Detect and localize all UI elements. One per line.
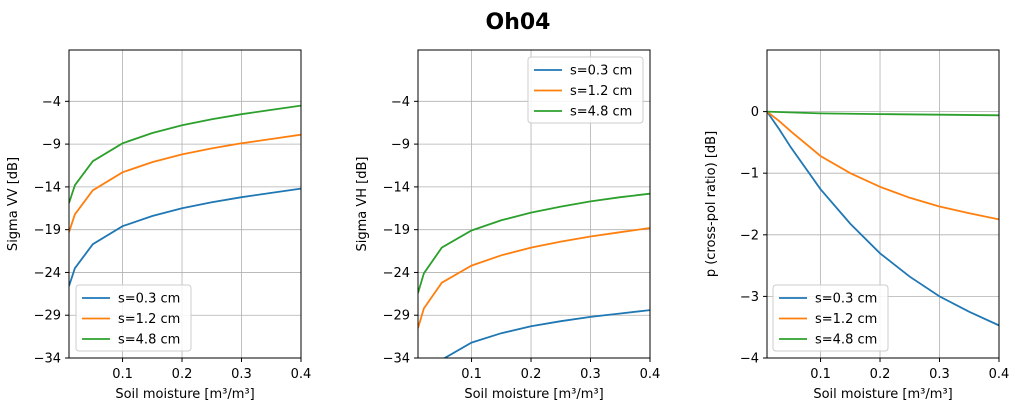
legend: s=0.3 cm s=1.2 cm s=4.8 cm <box>75 284 192 352</box>
series-line-2 <box>418 227 650 329</box>
y-tick-label: −4 <box>740 352 759 367</box>
figure-suptitle: Oh04 <box>486 10 551 35</box>
y-tick-label: −24 <box>34 266 61 281</box>
y-tick-label: −24 <box>383 266 410 281</box>
y-tick-label: −19 <box>383 223 410 238</box>
legend-entry-label: s=0.3 cm <box>570 64 632 79</box>
x-axis-label: Soil moisture [m³/m³] <box>115 387 254 402</box>
x-tick-label: 0.1 <box>461 367 482 382</box>
legend: s=0.3 cm s=1.2 cm s=4.8 cm <box>772 284 889 352</box>
y-tick-label: −1 <box>740 167 759 182</box>
y-tick-label: −14 <box>34 180 61 195</box>
series-line-2 <box>767 110 999 221</box>
x-tick-label: 0.3 <box>929 367 950 382</box>
y-tick-label: −29 <box>34 309 61 324</box>
legend-box <box>75 284 192 352</box>
legend-entry-label: s=4.8 cm <box>118 333 180 348</box>
y-tick-label: −3 <box>740 290 759 305</box>
y-axis-label: Sigma VV [dB] <box>6 157 21 251</box>
y-tick-label: −9 <box>42 138 61 153</box>
x-tick-label: 0.1 <box>112 367 133 382</box>
series-line-1 <box>69 187 301 287</box>
legend-entry-label: s=4.8 cm <box>570 105 632 120</box>
y-axis-label: Sigma VH [dB] <box>355 157 370 252</box>
y-tick-label: −2 <box>740 228 759 243</box>
legend-box <box>772 284 889 352</box>
series-line-1 <box>767 111 999 327</box>
legend-entry-label: s=0.3 cm <box>815 292 877 307</box>
series-line-1 <box>442 309 650 358</box>
series-line-2 <box>69 133 301 233</box>
x-tick-label: 0.4 <box>640 367 661 382</box>
y-tick-label: −14 <box>383 180 410 195</box>
y-tick-label: −34 <box>34 352 61 367</box>
x-tick-label: 0.3 <box>580 367 601 382</box>
subplot-sigma-vh: 0.1 0.2 0.3 0.4 −34 −29 −24 −19 −14 −9 −4 Soil mois… <box>355 49 661 402</box>
legend: s=0.3 cm s=1.2 cm s=4.8 cm <box>527 56 644 124</box>
legend-box <box>527 56 644 124</box>
series-line-3 <box>69 104 301 204</box>
axes-frame <box>68 49 302 359</box>
subplot-sigma-vv: 0.1 0.2 0.3 0.4 −34 −29 −24 −19 −14 −9 −4 Soil mois… <box>6 49 312 402</box>
y-tick-label: −34 <box>383 352 410 367</box>
x-tick-label: 0.4 <box>989 367 1010 382</box>
legend-entry-label: s=1.2 cm <box>815 312 877 327</box>
y-tick-label: −4 <box>42 95 61 110</box>
y-tick-label: −4 <box>391 95 410 110</box>
legend-entry-label: s=4.8 cm <box>815 333 877 348</box>
y-tick-label: −9 <box>391 138 410 153</box>
series-line-3 <box>418 192 650 294</box>
subplot-cross-pol-ratio: 0.1 0.2 0.3 0.4 −4 −3 −2 −1 0 Soil moisture [m³/m… <box>704 49 1010 402</box>
legend-entry-label: s=1.2 cm <box>118 312 180 327</box>
y-tick-label: 0 <box>751 105 759 120</box>
x-tick-label: 0.2 <box>172 367 193 382</box>
legend-entry-label: s=0.3 cm <box>118 292 180 307</box>
legend-entry-label: s=1.2 cm <box>570 84 632 99</box>
axes-frame <box>766 49 1000 359</box>
x-tick-label: 0.2 <box>870 367 891 382</box>
x-tick-label: 0.1 <box>810 367 831 382</box>
y-tick-label: −19 <box>34 223 61 238</box>
axes-frame <box>417 49 651 359</box>
y-tick-label: −29 <box>383 309 410 324</box>
x-tick-label: 0.4 <box>291 367 312 382</box>
x-tick-label: 0.3 <box>231 367 252 382</box>
x-axis-label: Soil moisture [m³/m³] <box>464 387 603 402</box>
x-tick-label: 0.2 <box>521 367 542 382</box>
series-line-3 <box>767 110 999 117</box>
y-axis-label: p (cross-pol ratio) [dB] <box>704 131 719 277</box>
x-axis-label: Soil moisture [m³/m³] <box>813 387 952 402</box>
